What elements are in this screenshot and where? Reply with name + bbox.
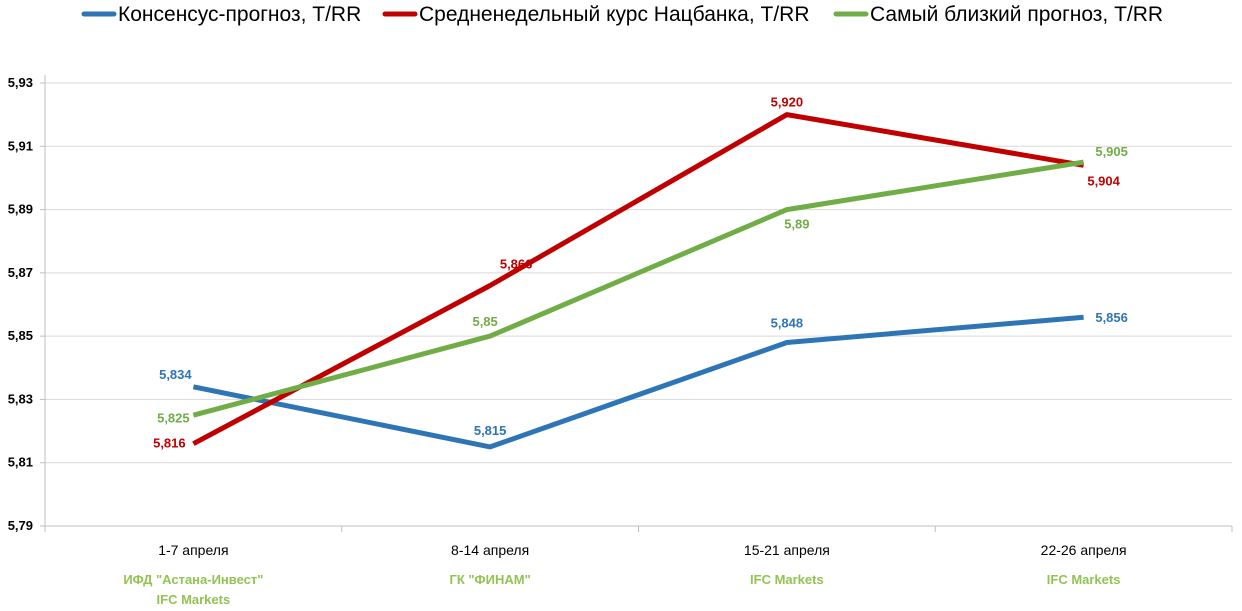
data-label: 5,816 [153,436,186,451]
y-tick-label: 5,81 [8,455,33,470]
data-label: 5,85 [472,314,497,329]
data-label: 5,848 [771,315,804,330]
legend-entry: Консенсус-прогноз, Т/RR [118,3,361,26]
grid-lines [45,82,1232,464]
x-sub-label: ИФД "Астана-Инвест" [123,572,263,587]
data-label: 5,815 [474,423,507,438]
data-labels: 5,834 5,815 5,848 5,856 5,816 5,866 5,920 5,904… [153,95,1128,451]
x-sub-label: IFC Markets [1047,572,1121,587]
data-label: 5,89 [784,217,809,232]
x-tick-label: 1-7 апреля [158,542,228,558]
data-label: 5,904 [1087,173,1120,188]
data-label: 5,834 [159,367,192,382]
data-label: 5,856 [1095,310,1128,325]
y-tick-label: 5,93 [8,75,33,90]
series-line-3 [192,159,1084,418]
data-label: 5,920 [771,95,804,110]
data-label: 5,905 [1095,144,1128,159]
legend: Консенсус-прогноз, Т/RR Средненедельный к… [81,3,1163,26]
x-tick-label: 8-14 апреля [451,542,529,558]
y-tick-label: 5,83 [8,391,33,406]
axes: 5,79 5,81 5,83 5,85 5,87 5,89 5,91 5,93 1-7 апре… [8,75,1233,607]
y-tick-label: 5,85 [8,328,33,343]
x-sub-label: IFC Markets [750,572,824,587]
y-tick-label: 5,91 [8,138,33,153]
series-lines [192,112,1085,450]
x-sub-label: ГК "ФИНАМ" [449,572,530,587]
data-label: 5,866 [500,257,533,272]
series-line-1 [192,314,1084,450]
y-tick-label: 5,89 [8,202,33,217]
legend-entry: Средненедельный курс Нацбанка, Т/RR [419,3,809,26]
legend-entry: Самый близкий прогноз, Т/RR [870,3,1163,26]
series-line-2 [192,112,1085,446]
x-tick-label: 22-26 апреля [1041,542,1127,558]
x-sub-label: IFC Markets [157,592,231,607]
x-tick-label: 15-21 апреля [744,542,830,558]
y-tick-label: 5,87 [8,265,33,280]
data-label: 5,825 [157,410,190,425]
y-tick-label: 5,79 [8,518,33,533]
